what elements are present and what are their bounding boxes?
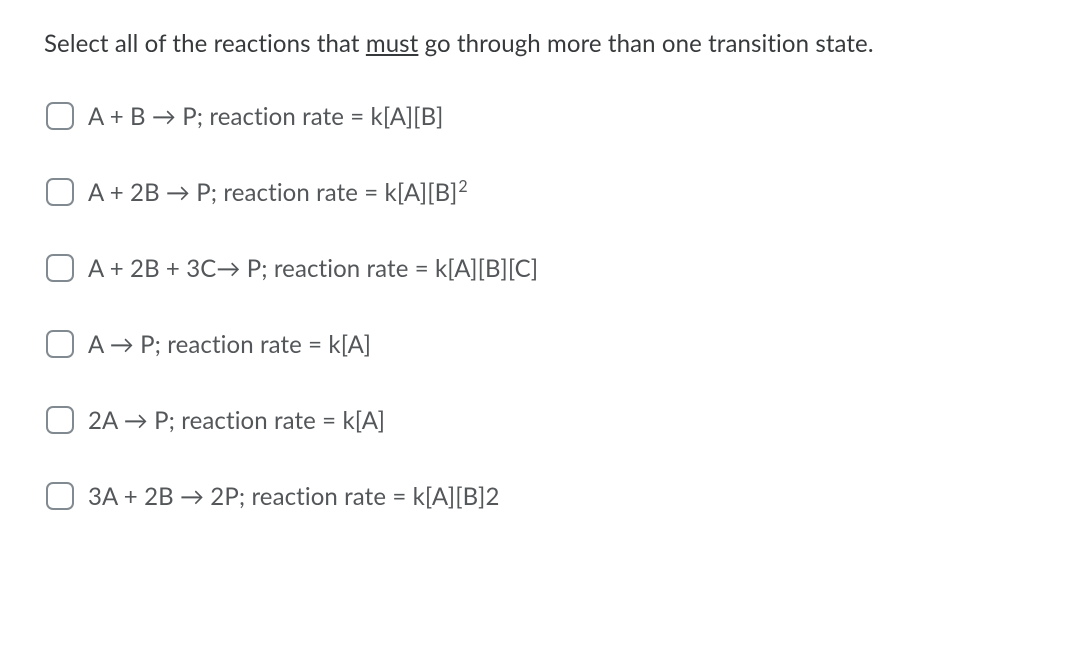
question-page: Select all of the reactions that must go… (0, 0, 1080, 534)
option-row[interactable]: 2A → P; reaction rate = k[A] (46, 406, 1040, 434)
option-row[interactable]: 3A + 2B → 2P; reaction rate = k[A][B]2 (46, 482, 1040, 510)
question-text: Select all of the reactions that must go… (44, 28, 1040, 60)
question-post: go through more than one transition stat… (418, 29, 873, 58)
option-label: A + 2B → P; reaction rate = k[A][B]2 (88, 179, 468, 207)
question-underlined: must (366, 29, 419, 58)
option-label: A + 2B + 3C→ P; reaction rate = k[A][B][… (88, 255, 538, 283)
checkbox-icon[interactable] (46, 102, 74, 130)
option-row[interactable]: A + 2B + 3C→ P; reaction rate = k[A][B][… (46, 254, 1040, 282)
checkbox-icon[interactable] (46, 178, 74, 206)
option-segment: 3A + 2B → 2P; reaction rate = k[A][B]2 (88, 483, 499, 511)
option-segment: 2A → P; reaction rate = k[A] (88, 407, 385, 435)
option-label: 2A → P; reaction rate = k[A] (88, 407, 385, 435)
checkbox-icon[interactable] (46, 254, 74, 282)
option-row[interactable]: A + 2B → P; reaction rate = k[A][B]2 (46, 178, 1040, 206)
checkbox-icon[interactable] (46, 330, 74, 358)
option-row[interactable]: A + B → P; reaction rate = k[A][B] (46, 102, 1040, 130)
option-row[interactable]: A → P; reaction rate = k[A] (46, 330, 1040, 358)
option-segment: A + 2B + 3C→ P; reaction rate = k[A][B][… (88, 255, 538, 283)
options-list: A + B → P; reaction rate = k[A][B] A + 2… (44, 102, 1040, 510)
option-label: A → P; reaction rate = k[A] (88, 331, 371, 359)
question-pre: Select all of the reactions that (44, 29, 366, 58)
option-label: 3A + 2B → 2P; reaction rate = k[A][B]2 (88, 483, 499, 511)
option-segment-sup: 2 (458, 178, 467, 196)
option-segment: A + 2B → P; reaction rate = k[A][B] (88, 179, 457, 207)
checkbox-icon[interactable] (46, 482, 74, 510)
option-label: A + B → P; reaction rate = k[A][B] (88, 103, 443, 131)
checkbox-icon[interactable] (46, 406, 74, 434)
option-segment: A + B → P; reaction rate = k[A][B] (88, 103, 443, 131)
option-segment: A → P; reaction rate = k[A] (88, 331, 371, 359)
